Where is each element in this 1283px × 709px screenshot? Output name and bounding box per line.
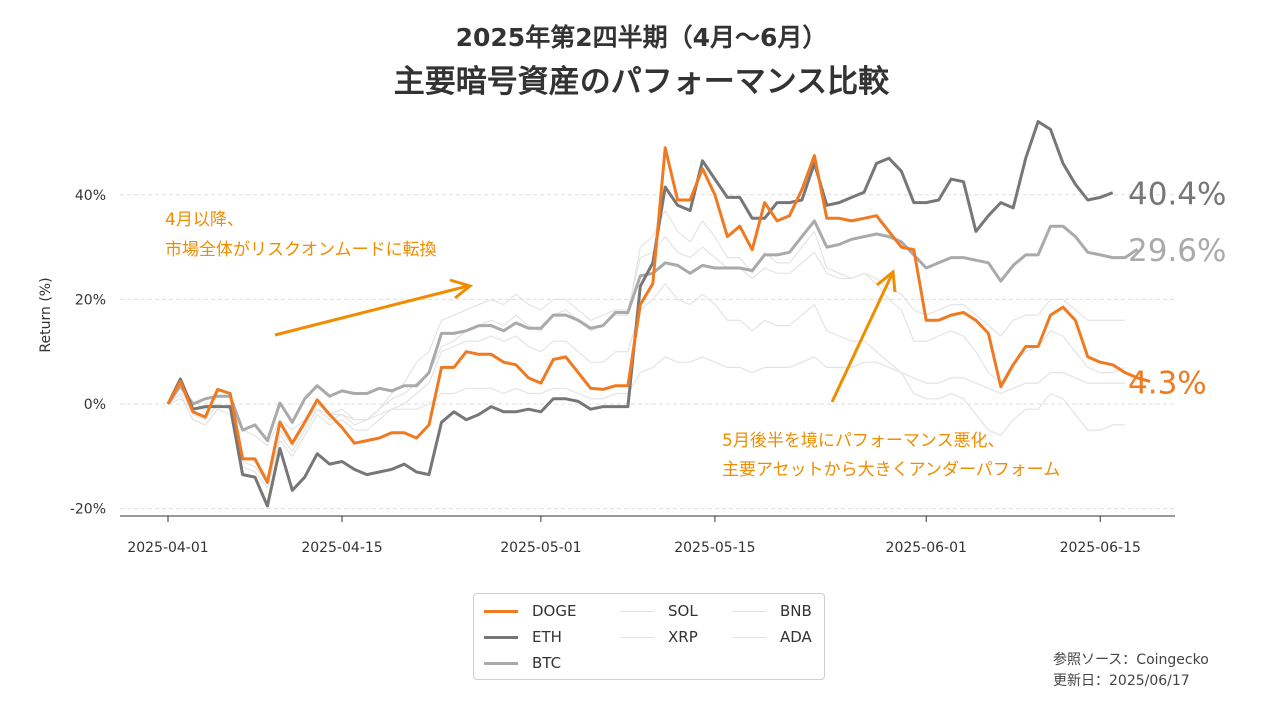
end-label-btc: 29.6% <box>1128 233 1226 269</box>
legend-item-eth: ETH <box>484 628 562 646</box>
legend-label-btc: BTC <box>532 654 562 672</box>
legend-item-xrp: XRP <box>620 628 698 646</box>
chart-title-line1: 2025年第2四半期（4月〜6月） <box>455 23 828 52</box>
update-date-line: 更新日：2025/06/17 <box>1053 673 1190 689</box>
annotations: 4月以降、 市場全体がリスクオンムードに転換 5月後半を境にパフォーマンス悪化、… <box>165 210 1060 480</box>
x-tick-label: 2025-05-15 <box>674 540 755 556</box>
y-tick-label: 20% <box>75 292 106 308</box>
legend-label-xrp: XRP <box>668 628 698 646</box>
april-arrowhead <box>449 278 474 300</box>
x-tick-label: 2025-05-01 <box>500 540 581 556</box>
legend-item-bnb: BNB <box>732 602 812 620</box>
april-annotation-line1: 4月以降、 <box>165 210 244 230</box>
x-tick-labels: 2025-04-01 2025-04-15 2025-05-01 2025-05-15… <box>127 516 1141 556</box>
y-tick-label: 40% <box>75 188 106 204</box>
may-arrow-line <box>830 271 895 403</box>
may-annotation-line1: 5月後半を境にパフォーマンス悪化、 <box>722 431 1004 451</box>
source-line: 参照ソース：Coingecko <box>1053 652 1209 668</box>
end-value-labels: 40.4% 29.6% 4.3% <box>1128 177 1226 402</box>
series-lines <box>166 120 1151 508</box>
legend-label-bnb: BNB <box>780 602 812 620</box>
y-axis-label: Return (%) <box>38 277 54 352</box>
legend-item-ada: ADA <box>732 628 812 646</box>
legend-item-btc: BTC <box>484 654 561 672</box>
april-arrow-line <box>274 284 469 337</box>
legend-swatch-sol <box>620 610 654 612</box>
legend-item-doge: DOGE <box>484 602 576 620</box>
may-annotation-line2: 主要アセットから大きくアンダーパフォーム <box>722 460 1060 480</box>
legend-swatch-xrp <box>620 636 654 638</box>
x-tick-label: 2025-04-01 <box>127 540 208 556</box>
series-line-sol <box>167 209 1126 483</box>
grid-lines <box>120 194 1175 510</box>
x-tick-label: 2025-06-01 <box>886 540 967 556</box>
legend-label-sol: SOL <box>668 602 698 620</box>
x-tick-label: 2025-06-15 <box>1060 540 1141 556</box>
legend-label-eth: ETH <box>532 628 562 646</box>
chart-title-line2: 主要暗号資産のパフォーマンス比較 <box>393 64 890 100</box>
y-tick-labels: -20% 0% 20% 40% <box>70 188 106 518</box>
series-line-eth <box>166 120 1114 508</box>
end-label-doge: 4.3% <box>1128 366 1207 402</box>
y-tick-label: 0% <box>84 397 106 413</box>
legend-swatch-eth <box>484 635 518 639</box>
legend-label-ada: ADA <box>780 628 812 646</box>
april-annotation-line2: 市場全体がリスクオンムードに転換 <box>165 240 437 260</box>
y-tick-label: -20% <box>70 502 106 518</box>
legend-label-doge: DOGE <box>532 602 577 620</box>
legend-swatch-doge <box>484 609 518 613</box>
legend-swatch-btc <box>484 661 518 665</box>
series-line-ada <box>167 283 1126 489</box>
legend-swatch-ada <box>732 636 766 638</box>
x-tick-label: 2025-04-15 <box>301 540 382 556</box>
end-label-eth: 40.4% <box>1128 177 1226 213</box>
may-arrowhead <box>876 269 897 293</box>
chart-legend: DOGE SOL BNB ETH XRP ADA BTC <box>473 593 825 680</box>
source-note: 参照ソース：Coingecko 更新日：2025/06/17 <box>1053 650 1209 692</box>
legend-item-sol: SOL <box>620 602 698 620</box>
series-line-doge <box>166 146 1151 484</box>
legend-swatch-bnb <box>732 610 766 612</box>
